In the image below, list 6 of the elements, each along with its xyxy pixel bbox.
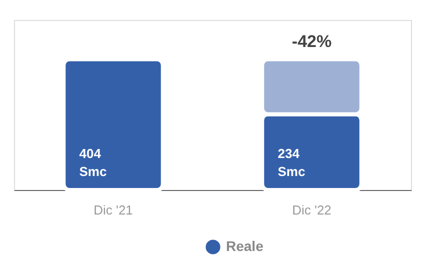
x-tick-label: Dic '22 (292, 202, 332, 218)
data-label: 234 Smc (278, 146, 306, 179)
x-tick-label: Dic '21 (94, 202, 133, 218)
legend-label: Reale (226, 238, 264, 254)
text: -42% (292, 32, 332, 52)
data-label: 404 Smc (79, 146, 107, 179)
